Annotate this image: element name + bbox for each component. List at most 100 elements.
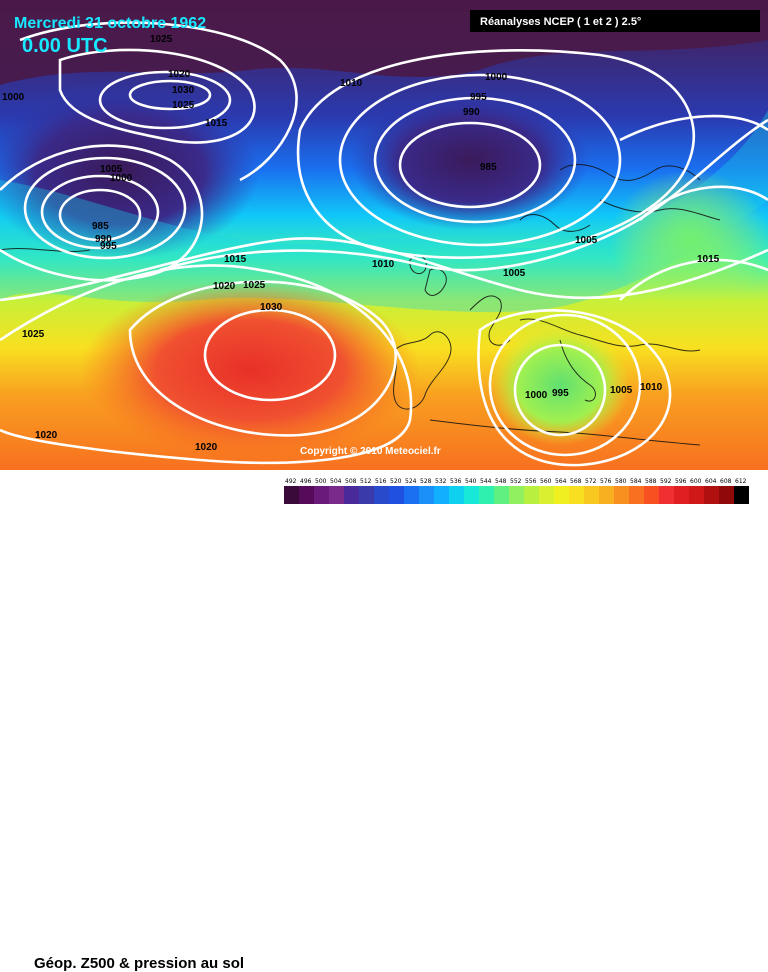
scale-swatch	[689, 486, 704, 504]
scale-swatch	[569, 486, 584, 504]
central-low-shading	[350, 90, 590, 230]
scale-swatch	[284, 486, 299, 504]
scale-swatch	[464, 486, 479, 504]
scale-tick-label: 612	[735, 478, 747, 485]
scale-tick-label: 536	[450, 478, 462, 485]
scale-swatch	[449, 486, 464, 504]
scale-swatch	[479, 486, 494, 504]
scale-swatch	[359, 486, 374, 504]
coastlines	[0, 164, 721, 446]
scale-tick-label: 584	[630, 478, 642, 485]
scale-tick-label: 504	[330, 478, 342, 485]
isobar-label: 995	[470, 92, 487, 103]
scale-swatch	[614, 486, 629, 504]
scale-tick-label: 520	[390, 478, 402, 485]
isobar-label: 1000	[485, 72, 508, 83]
date-label: Mercredi 31 octobre 1962	[14, 15, 206, 32]
scale-tick-label: 544	[480, 478, 492, 485]
eastern-green-shading	[610, 170, 768, 310]
isobar-label: 990	[463, 107, 480, 118]
isobar-label: 1020	[213, 281, 236, 292]
isobar-label: 1020	[168, 69, 191, 80]
mediterranean-low-shading	[490, 325, 630, 445]
scale-tick-label: 556	[525, 478, 537, 485]
scale-tick-label: 608	[720, 478, 732, 485]
scale-tick-label: 524	[405, 478, 417, 485]
scale-swatch	[494, 486, 509, 504]
scale-tick-label: 532	[435, 478, 447, 485]
time-label: 0.00 UTC	[22, 35, 108, 57]
isobar-label: 1000	[525, 390, 548, 401]
isobar-label: 995	[552, 388, 569, 399]
scale-swatch	[734, 486, 749, 504]
scale-swatch	[419, 486, 434, 504]
scale-tick-label: 596	[675, 478, 687, 485]
isobar-label: 1025	[172, 100, 195, 111]
isobar-label: 995	[100, 241, 117, 252]
scale-tick-label: 492	[285, 478, 297, 485]
scale-tick-label: 592	[660, 478, 672, 485]
scale-tick-label: 572	[585, 478, 597, 485]
scale-tick-label: 568	[570, 478, 582, 485]
isobar-label: 1010	[372, 259, 395, 270]
scale-swatch	[509, 486, 524, 504]
isobar-label: 1005	[100, 164, 123, 175]
isobar-label: 1025	[22, 329, 45, 340]
isobar-label: 1000	[2, 92, 25, 103]
scale-tick-label: 560	[540, 478, 552, 485]
isobar-label: 985	[480, 162, 497, 173]
scale-swatch	[329, 486, 344, 504]
scale-swatch	[434, 486, 449, 504]
scale-tick-label: 516	[375, 478, 387, 485]
isobar-label: 1025	[243, 280, 266, 291]
scale-tick-label: 600	[690, 478, 702, 485]
scale-swatch	[674, 486, 689, 504]
scale-swatch	[719, 486, 734, 504]
scale-swatch	[524, 486, 539, 504]
isobar-label: 1020	[35, 430, 58, 441]
source-label: Réanalyses NCEP ( 1 et 2 ) 2.5°	[480, 16, 641, 28]
scale-tick-label: 548	[495, 478, 507, 485]
isobar-label: 1015	[205, 118, 228, 129]
scale-tick-label: 604	[705, 478, 717, 485]
copyright-label: Copyright © 2010 Meteociel.fr	[300, 446, 441, 457]
isobar-label: 1015	[697, 254, 720, 265]
scale-swatch	[344, 486, 359, 504]
isobar-label: 1030	[260, 302, 283, 313]
subtropical-high-shading	[80, 280, 420, 460]
scale-tick-label: 576	[600, 478, 612, 485]
isobars	[0, 21, 768, 467]
scale-tick-label: 552	[510, 478, 522, 485]
legend-title: Géop. Z500 & pression au sol	[34, 955, 245, 972]
scale-swatch	[644, 486, 659, 504]
scale-swatch	[704, 486, 719, 504]
isobar-label: 1030	[172, 85, 195, 96]
weather-map: 1025 1020 1030 1025 1015 1000 1010 1000 …	[0, 0, 768, 470]
scale-swatch	[374, 486, 389, 504]
scale-tick-label: 580	[615, 478, 627, 485]
scale-swatch	[539, 486, 554, 504]
isobar-label: 1025	[150, 34, 173, 45]
scale-tick-label: 496	[300, 478, 312, 485]
isobar-label: 1005	[503, 268, 526, 279]
source-banner	[470, 10, 760, 32]
scale-swatch	[659, 486, 674, 504]
isobar-label: 990	[95, 234, 112, 245]
scale-swatch	[299, 486, 314, 504]
isobar-label: 1005	[575, 235, 598, 246]
isobar-label: 1010	[640, 382, 663, 393]
scale-tick-label: 512	[360, 478, 372, 485]
isobar-label: 1010	[340, 78, 363, 89]
scale-swatch	[404, 486, 419, 504]
scale-tick-label: 540	[465, 478, 477, 485]
scale-tick-label: 508	[345, 478, 357, 485]
color-scale: 492 496 500 504 508 512 516 520 524 528 532 536 540 5…	[284, 478, 749, 504]
scale-swatch	[554, 486, 569, 504]
legend-footer: Géop. Z500 & pression au sol 492 496 500 50…	[0, 470, 768, 972]
scale-swatch	[629, 486, 644, 504]
isobar-label: 1005	[610, 385, 633, 396]
isobar-label: 1015	[224, 254, 247, 265]
scale-tick-label: 588	[645, 478, 657, 485]
scale-swatch	[314, 486, 329, 504]
isobar-label: 1020	[195, 442, 218, 453]
